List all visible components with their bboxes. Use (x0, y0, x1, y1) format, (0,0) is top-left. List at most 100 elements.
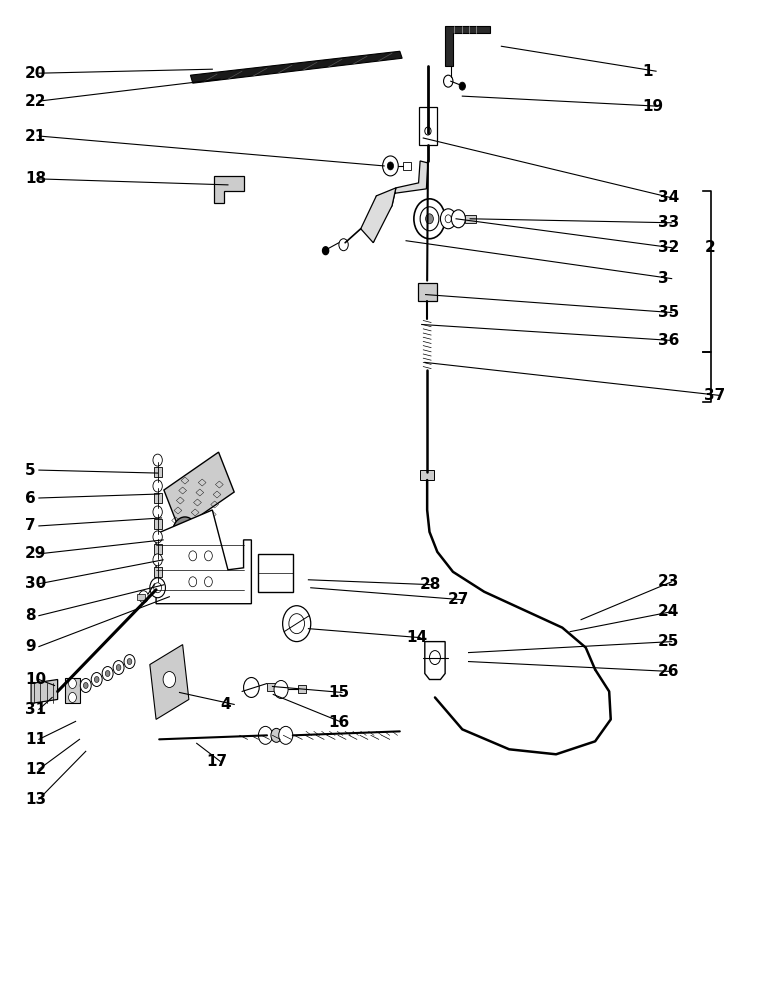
Bar (267, 683, 277, 691)
Circle shape (153, 554, 162, 566)
Circle shape (430, 651, 441, 665)
Text: 16: 16 (328, 715, 349, 730)
Bar (137, 594, 145, 600)
Circle shape (83, 682, 88, 688)
Text: 32: 32 (658, 240, 679, 255)
Circle shape (414, 199, 445, 239)
Circle shape (113, 661, 124, 675)
Text: 5: 5 (25, 463, 35, 478)
Text: 9: 9 (25, 639, 35, 654)
Text: 8: 8 (25, 608, 35, 623)
Circle shape (91, 673, 102, 686)
Circle shape (445, 215, 452, 223)
Circle shape (205, 577, 212, 587)
Text: 31: 31 (25, 702, 46, 717)
Circle shape (179, 525, 191, 541)
Text: 37: 37 (705, 388, 726, 403)
Circle shape (274, 680, 288, 698)
Circle shape (94, 677, 99, 682)
Text: 11: 11 (25, 732, 45, 747)
Text: 19: 19 (642, 99, 663, 114)
Text: 2: 2 (705, 240, 715, 255)
Circle shape (163, 672, 176, 687)
Circle shape (259, 726, 273, 744)
Circle shape (68, 692, 76, 702)
Text: 6: 6 (25, 491, 35, 506)
Circle shape (425, 127, 431, 135)
Text: 33: 33 (658, 215, 679, 230)
Circle shape (279, 726, 292, 744)
Text: 25: 25 (658, 634, 679, 649)
Circle shape (153, 480, 162, 492)
Text: 7: 7 (25, 518, 35, 533)
Text: 35: 35 (658, 305, 679, 320)
Bar (154, 493, 162, 503)
Text: 23: 23 (658, 574, 679, 589)
Circle shape (153, 454, 162, 466)
Text: 28: 28 (419, 577, 441, 592)
Circle shape (339, 239, 348, 251)
Circle shape (271, 728, 281, 742)
Bar (420, 470, 434, 480)
Polygon shape (191, 51, 402, 83)
Circle shape (452, 210, 466, 228)
Circle shape (139, 591, 148, 603)
Circle shape (244, 678, 260, 697)
Text: 3: 3 (658, 271, 668, 286)
Bar (418, 283, 437, 301)
Text: 27: 27 (448, 592, 470, 607)
Circle shape (420, 207, 439, 231)
Text: 17: 17 (206, 754, 227, 769)
Circle shape (153, 506, 162, 518)
Circle shape (80, 679, 91, 692)
Text: 26: 26 (658, 664, 679, 679)
Circle shape (127, 659, 132, 665)
Text: 20: 20 (25, 66, 46, 81)
Text: 22: 22 (25, 94, 46, 109)
Circle shape (124, 655, 135, 669)
Polygon shape (445, 26, 490, 66)
Circle shape (282, 606, 310, 642)
Circle shape (172, 517, 198, 549)
Circle shape (68, 679, 76, 688)
Circle shape (102, 667, 113, 680)
Circle shape (116, 665, 121, 671)
Bar (154, 567, 162, 577)
Circle shape (387, 162, 394, 170)
Circle shape (154, 583, 162, 593)
Polygon shape (31, 680, 58, 703)
Text: 12: 12 (25, 762, 46, 777)
Polygon shape (214, 176, 244, 203)
Text: 14: 14 (406, 630, 427, 645)
Text: 1: 1 (642, 64, 652, 79)
Polygon shape (164, 452, 234, 530)
Text: 13: 13 (25, 792, 46, 807)
Text: 10: 10 (25, 672, 46, 687)
Circle shape (153, 531, 162, 543)
Polygon shape (65, 678, 79, 703)
Circle shape (150, 578, 165, 598)
Polygon shape (156, 510, 252, 604)
Text: 34: 34 (658, 190, 679, 205)
Polygon shape (373, 161, 428, 243)
Bar (419, 107, 437, 145)
Bar (154, 544, 162, 554)
Circle shape (189, 551, 197, 561)
Circle shape (459, 82, 466, 90)
Text: 18: 18 (25, 171, 46, 186)
Polygon shape (150, 645, 189, 719)
Text: 15: 15 (328, 685, 349, 700)
Circle shape (322, 247, 328, 255)
Text: 21: 21 (25, 129, 46, 144)
Text: 30: 30 (25, 576, 46, 591)
Text: 4: 4 (220, 697, 230, 712)
Circle shape (426, 214, 434, 224)
Text: 24: 24 (658, 604, 679, 619)
Polygon shape (425, 642, 445, 680)
Circle shape (289, 614, 304, 634)
Circle shape (205, 551, 212, 561)
Bar (154, 467, 162, 477)
Bar (403, 162, 411, 170)
Text: 29: 29 (25, 546, 46, 561)
Bar (466, 215, 477, 223)
